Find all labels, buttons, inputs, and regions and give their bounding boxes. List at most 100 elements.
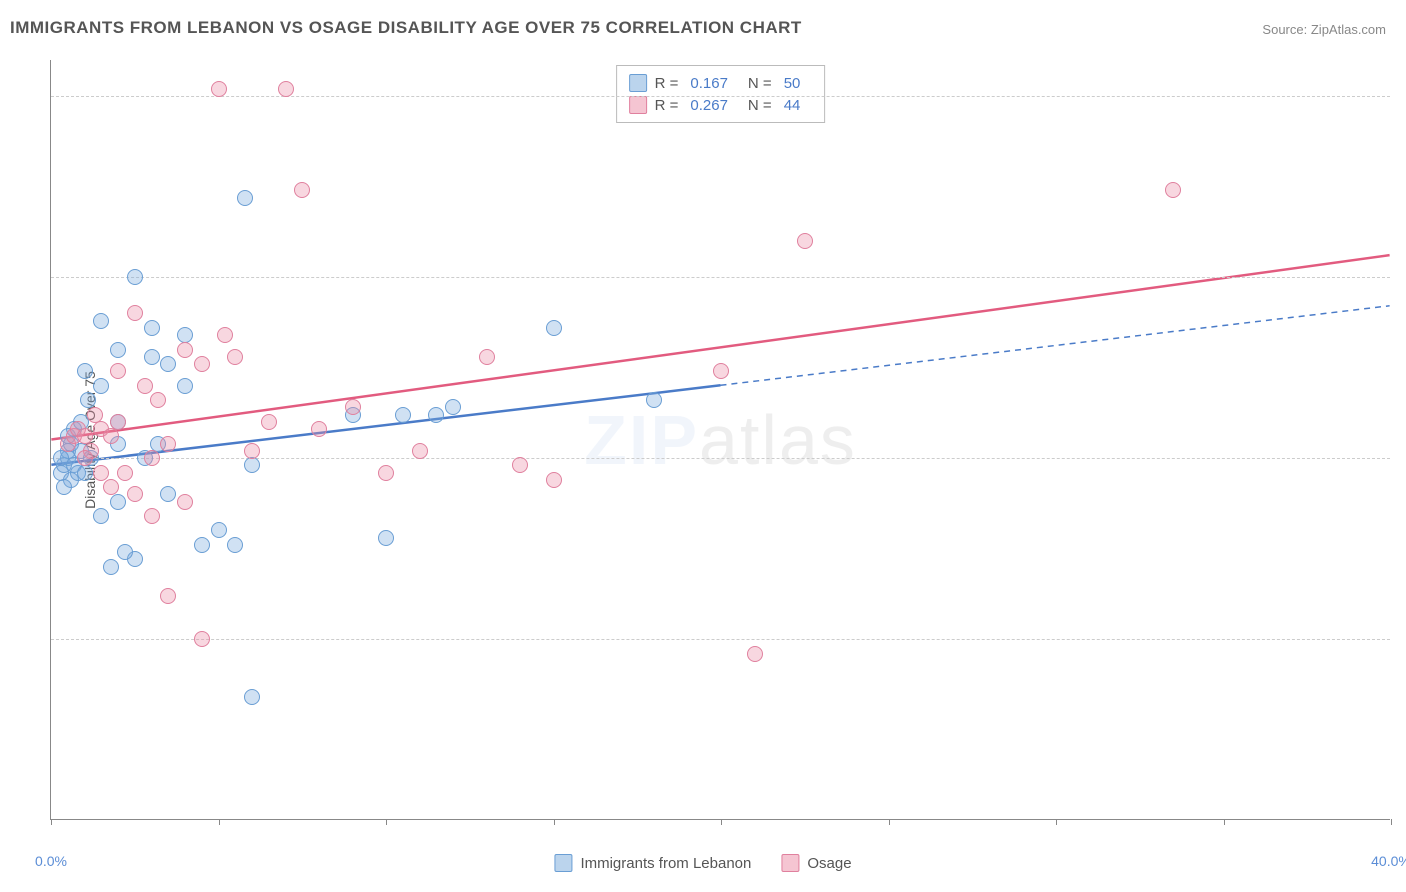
scatter-point-b xyxy=(110,414,126,430)
legend-row-series-b: R = 0.267 N = 44 xyxy=(629,94,813,116)
x-tick xyxy=(1391,819,1392,825)
scatter-point-b xyxy=(117,465,133,481)
scatter-point-b xyxy=(194,631,210,647)
scatter-point-b xyxy=(103,479,119,495)
scatter-point-a xyxy=(77,363,93,379)
scatter-point-a xyxy=(177,378,193,394)
x-tick xyxy=(1056,819,1057,825)
scatter-point-b xyxy=(103,428,119,444)
scatter-point-b xyxy=(479,349,495,365)
scatter-point-b xyxy=(127,486,143,502)
x-tick xyxy=(721,819,722,825)
chart-plot-area: Disability Age Over 75 ZIPatlas R = 0.16… xyxy=(50,60,1390,820)
x-tick xyxy=(386,819,387,825)
watermark: ZIPatlas xyxy=(584,400,857,480)
scatter-point-a xyxy=(117,544,133,560)
scatter-point-b xyxy=(127,305,143,321)
scatter-point-b xyxy=(797,233,813,249)
legend-n-value-b: 44 xyxy=(784,97,801,114)
trend-lines-svg xyxy=(51,60,1390,819)
scatter-point-b xyxy=(217,327,233,343)
scatter-point-b xyxy=(227,349,243,365)
trend-line-b xyxy=(51,255,1389,439)
scatter-point-b xyxy=(160,588,176,604)
source-label: Source: xyxy=(1262,22,1307,37)
watermark-prefix: ZIP xyxy=(584,401,699,479)
x-tick xyxy=(554,819,555,825)
scatter-point-a xyxy=(103,559,119,575)
legend-label-series-b: Osage xyxy=(807,855,851,872)
swatch-series-a xyxy=(629,74,647,92)
chart-title: IMMIGRANTS FROM LEBANON VS OSAGE DISABIL… xyxy=(10,18,802,38)
scatter-point-a xyxy=(211,522,227,538)
scatter-point-b xyxy=(311,421,327,437)
scatter-point-b xyxy=(512,457,528,473)
scatter-point-a xyxy=(144,349,160,365)
scatter-point-b xyxy=(194,356,210,372)
scatter-point-a xyxy=(428,407,444,423)
scatter-point-b xyxy=(160,436,176,452)
swatch-series-a xyxy=(554,854,572,872)
scatter-point-a xyxy=(127,269,143,285)
x-tick xyxy=(219,819,220,825)
swatch-series-b xyxy=(629,96,647,114)
scatter-point-b xyxy=(278,81,294,97)
scatter-point-b xyxy=(177,342,193,358)
scatter-point-a xyxy=(237,190,253,206)
legend-r-value-a: 0.167 xyxy=(690,75,728,92)
scatter-point-a xyxy=(244,457,260,473)
source-attribution: Source: ZipAtlas.com xyxy=(1262,22,1386,37)
y-tick-label: 50.0% xyxy=(1400,450,1406,466)
y-tick-label: 25.0% xyxy=(1400,631,1406,647)
y-tick-label: 100.0% xyxy=(1400,88,1406,104)
scatter-point-a xyxy=(93,378,109,394)
scatter-point-a xyxy=(244,689,260,705)
scatter-point-b xyxy=(93,465,109,481)
gridline xyxy=(51,639,1390,640)
legend-bottom: Immigrants from Lebanon Osage xyxy=(554,854,851,872)
scatter-point-a xyxy=(93,508,109,524)
x-tick xyxy=(1224,819,1225,825)
scatter-point-b xyxy=(110,363,126,379)
scatter-point-b xyxy=(747,646,763,662)
scatter-point-a xyxy=(144,320,160,336)
scatter-point-b xyxy=(244,443,260,459)
scatter-point-a xyxy=(56,479,72,495)
scatter-point-b xyxy=(87,407,103,423)
scatter-point-a xyxy=(227,537,243,553)
scatter-point-b xyxy=(261,414,277,430)
scatter-point-b xyxy=(144,450,160,466)
scatter-point-b xyxy=(177,494,193,510)
scatter-point-a xyxy=(378,530,394,546)
scatter-point-b xyxy=(137,378,153,394)
x-tick-label: 40.0% xyxy=(1371,853,1406,869)
scatter-point-a xyxy=(110,342,126,358)
legend-r-label: R = xyxy=(655,75,679,92)
y-tick-label: 75.0% xyxy=(1400,269,1406,285)
legend-n-label: N = xyxy=(748,75,772,92)
source-value: ZipAtlas.com xyxy=(1311,22,1386,37)
watermark-suffix: atlas xyxy=(699,401,857,479)
scatter-point-b xyxy=(144,508,160,524)
scatter-point-a xyxy=(160,356,176,372)
scatter-point-b xyxy=(713,363,729,379)
x-tick xyxy=(889,819,890,825)
scatter-point-b xyxy=(211,81,227,97)
scatter-point-a xyxy=(53,450,69,466)
scatter-point-a xyxy=(646,392,662,408)
legend-stats-box: R = 0.167 N = 50 R = 0.267 N = 44 xyxy=(616,65,826,123)
scatter-point-b xyxy=(1165,182,1181,198)
scatter-point-a xyxy=(93,313,109,329)
x-tick-label: 0.0% xyxy=(35,853,67,869)
legend-row-series-a: R = 0.167 N = 50 xyxy=(629,72,813,94)
scatter-point-b xyxy=(294,182,310,198)
swatch-series-b xyxy=(781,854,799,872)
scatter-point-a xyxy=(194,537,210,553)
scatter-point-b xyxy=(150,392,166,408)
gridline xyxy=(51,96,1390,97)
scatter-point-a xyxy=(395,407,411,423)
gridline xyxy=(51,277,1390,278)
scatter-point-a xyxy=(110,494,126,510)
legend-r-label: R = xyxy=(655,97,679,114)
x-tick xyxy=(51,819,52,825)
